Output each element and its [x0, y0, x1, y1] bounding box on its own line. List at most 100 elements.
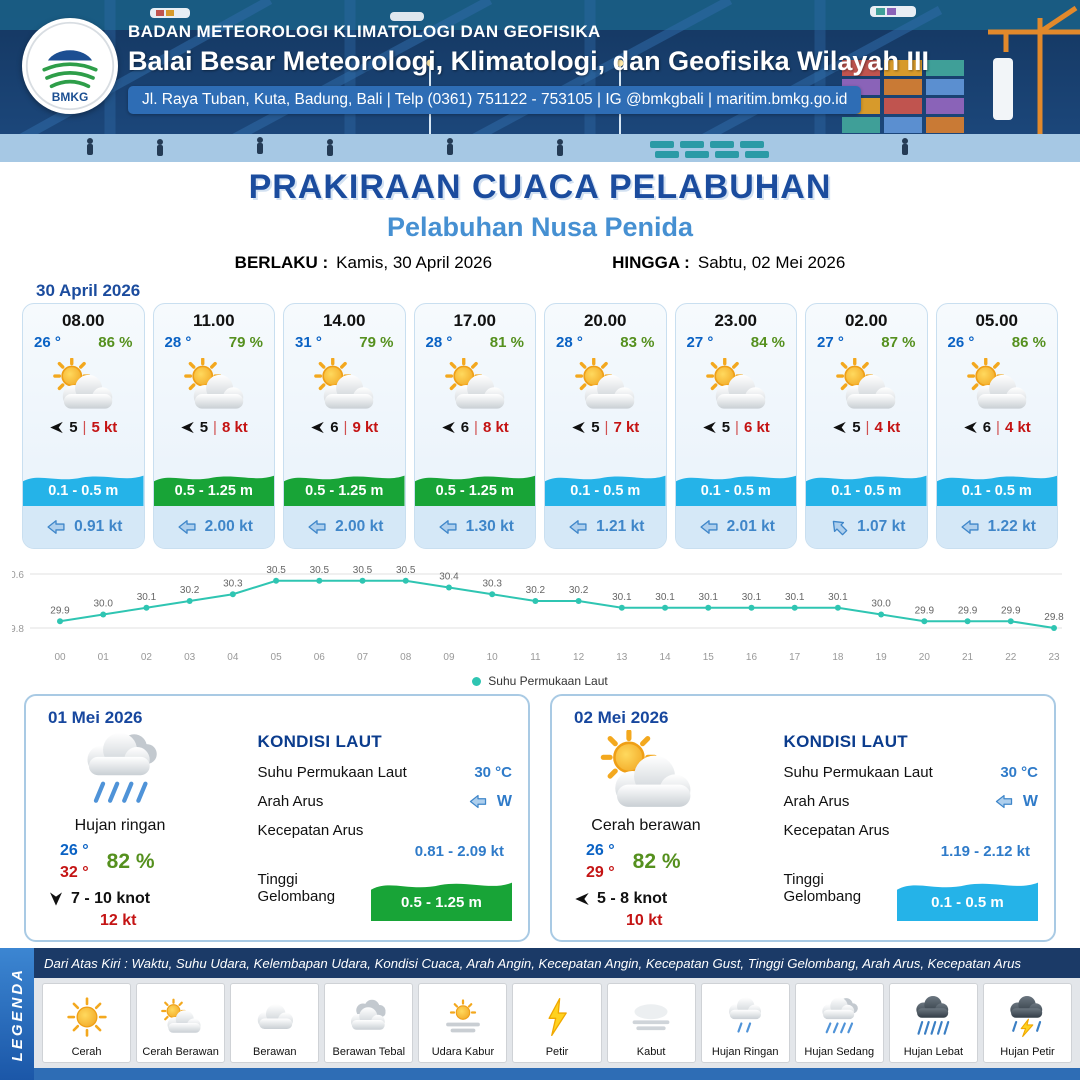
gust-speed: 8 kt	[221, 419, 248, 436]
svg-text:08: 08	[400, 652, 412, 663]
wind-speed: 6	[460, 419, 470, 436]
wind-row: 5 | 8 kt	[154, 419, 275, 436]
svg-text:10: 10	[487, 652, 499, 663]
daily-wind-speed: 5 - 8 knot	[597, 890, 668, 908]
wave-height-value: 0.1 - 0.5 m	[931, 894, 1004, 911]
udara-kabur-icon	[439, 987, 487, 1046]
temp-max: 29 °	[586, 863, 615, 881]
current-row: 2.00 kt	[284, 506, 405, 548]
wave-height-band: 0.1 - 0.5 m	[545, 468, 666, 506]
cerah-berawan-icon	[415, 351, 536, 419]
humidity: 79 %	[359, 334, 394, 351]
sst-value: 30 °C	[1000, 764, 1038, 781]
daily-card: 01 Mei 2026 Hujan ringan 26 ° 32 ° 82 %	[24, 694, 530, 942]
wind-speed: 5	[591, 419, 600, 436]
svg-text:30.0: 30.0	[93, 599, 113, 610]
hourly-card: 02.00 27 ° 87 % 5 | 4 kt 0.1 - 0.5 m 1.07…	[805, 303, 928, 549]
bmkg-logo-text: BMKG	[52, 90, 89, 104]
current-speed-value: 1.19 - 2.12 kt	[940, 843, 1030, 860]
header: BMKG BADAN METEOROLOGI KLIMATOLOGI DAN G…	[0, 0, 1080, 162]
header-illustration	[0, 0, 1080, 162]
time-label: 05.00	[975, 311, 1019, 330]
svg-text:30.1: 30.1	[137, 592, 157, 603]
svg-text:14: 14	[659, 652, 671, 663]
current-speed: 1.22 kt	[987, 518, 1036, 535]
office-address: Jl. Raya Tuban, Kuta, Badung, Bali | Tel…	[128, 86, 862, 114]
validity-row: BERLAKU : Kamis, 30 April 2026 HINGGA : Sa…	[0, 253, 1080, 273]
current-direction-icon	[569, 519, 587, 535]
wave-height-band: 0.1 - 0.5 m	[806, 468, 927, 506]
humidity: 79 %	[228, 334, 263, 351]
wave-height-band: 0.1 - 0.5 m	[896, 873, 1038, 921]
wind-row: 6 | 8 kt	[415, 419, 536, 436]
svg-text:15: 15	[703, 652, 715, 663]
wind-direction-icon	[572, 421, 585, 434]
legend-label: Cerah	[71, 1046, 102, 1058]
legend-label: Udara Kabur	[431, 1046, 495, 1058]
svg-text:29.8: 29.8	[1044, 612, 1064, 623]
sst-chart-section: 30.6 29.8 29.9 00 30.0 01 30.1 02 30.2 03 30.3 04 30…	[5, 556, 1068, 688]
petir-icon	[533, 987, 581, 1046]
wind-direction-icon	[50, 892, 62, 906]
current-row: 2.00 kt	[153, 506, 274, 548]
legend-label: Berawan	[253, 1046, 297, 1058]
svg-text:30.5: 30.5	[266, 565, 286, 576]
svg-text:30.2: 30.2	[526, 585, 546, 596]
current-row: 2.01 kt	[675, 506, 796, 548]
svg-text:29.9: 29.9	[958, 605, 978, 616]
daily-wind-row: 7 - 10 knot	[48, 890, 254, 908]
temp-max: 32 °	[60, 863, 89, 881]
sst-value: 30 °C	[474, 764, 512, 781]
daily-gust: 10 kt	[626, 912, 663, 930]
wind-row: 5 | 7 kt	[545, 419, 666, 436]
berawan-icon	[251, 987, 299, 1046]
current-speed-label: Kecepatan Arus	[257, 822, 364, 839]
wind-speed: 5	[721, 419, 731, 436]
gust-speed: 6 kt	[743, 419, 770, 436]
svg-text:06: 06	[314, 652, 326, 663]
current-direction-icon	[308, 519, 326, 535]
svg-text:09: 09	[443, 652, 455, 663]
time-label: 11.00	[192, 311, 235, 330]
svg-text:30.1: 30.1	[785, 592, 805, 603]
gust-speed: 9 kt	[352, 419, 379, 436]
wind-row: 5 | 5 kt	[23, 419, 144, 436]
wind-direction-icon	[50, 421, 63, 434]
current-direction-value: W	[1022, 792, 1038, 810]
humidity: 83 %	[620, 334, 655, 351]
current-direction-label: Arah Arus	[257, 793, 324, 810]
legend-sidebar: LEGENDA	[0, 948, 34, 1080]
current-row: 1.07 kt	[806, 506, 927, 548]
wave-height-band: 0.5 - 1.25 m	[153, 468, 274, 506]
svg-text:30.1: 30.1	[742, 592, 762, 603]
current-direction-icon	[469, 794, 487, 809]
separator: |	[735, 419, 739, 436]
legend-label: Kabut	[636, 1046, 666, 1058]
separator: |	[213, 419, 217, 436]
svg-text:12: 12	[573, 652, 585, 663]
hingga-label: HINGGA :	[612, 253, 690, 272]
wave-height: 0.1 - 0.5 m	[48, 483, 119, 499]
time-label: 20.00	[583, 311, 627, 330]
wind-row: 6 | 9 kt	[284, 419, 405, 436]
berawan-tebal-icon	[345, 987, 393, 1046]
gust-speed: 4 kt	[874, 419, 901, 436]
wave-height-band: 0.5 - 1.25 m	[414, 468, 535, 506]
svg-text:30.6: 30.6	[12, 570, 24, 581]
time-label: 17.00	[453, 311, 497, 330]
daily-condition: Cerah berawan	[591, 817, 701, 834]
svg-text:30.1: 30.1	[828, 592, 848, 603]
berlaku-value: Kamis, 30 April 2026	[336, 253, 493, 272]
current-direction-icon	[47, 519, 65, 535]
current-speed: 0.91 kt	[74, 518, 123, 535]
sst-label: Suhu Permukaan Laut	[783, 764, 933, 781]
cerah-berawan-icon	[157, 987, 205, 1046]
svg-text:19: 19	[876, 652, 888, 663]
svg-text:29.8: 29.8	[12, 624, 24, 635]
cerah-berawan-icon	[284, 351, 405, 419]
current-direction-icon	[699, 519, 718, 535]
hingga-value: Sabtu, 02 Mei 2026	[697, 253, 846, 272]
cerah-berawan-icon	[937, 351, 1058, 419]
current-row: 0.91 kt	[23, 506, 144, 548]
separator: |	[343, 419, 348, 436]
